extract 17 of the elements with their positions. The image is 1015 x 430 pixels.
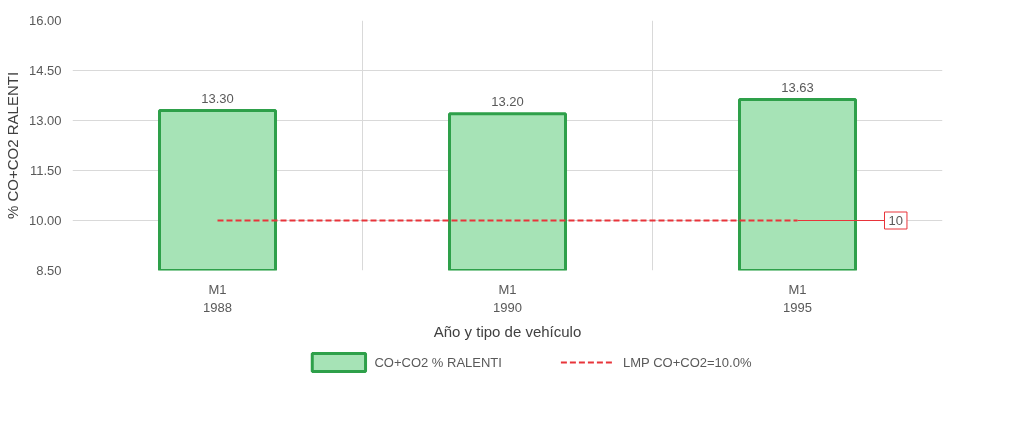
- x-axis-title: Año y tipo de vehículo: [433, 322, 582, 340]
- y-tick-label: 11.50: [29, 163, 62, 178]
- x-tick-label: M1 1995: [783, 281, 812, 315]
- y-tick-label: 14.50: [28, 63, 62, 78]
- y-tick-label: 10.00: [28, 213, 62, 228]
- y-tick-label: 8.50: [36, 263, 62, 278]
- x-tick-label: M1 1988: [203, 281, 232, 315]
- y-tick-label: 16.00: [28, 13, 62, 28]
- data-label: 13.20: [491, 93, 524, 109]
- legend-label: LMP CO+CO2=10.0%: [623, 355, 752, 370]
- y-tick-label: 13.00: [28, 113, 62, 128]
- data-label: 13.30: [201, 90, 234, 106]
- y-axis-title: % CO+CO2 RALENTI: [3, 71, 21, 220]
- data-label: 10: [888, 213, 903, 228]
- legend-label: CO+CO2 % RALENTI: [374, 355, 502, 370]
- data-label: 13.63: [781, 79, 814, 95]
- x-tick-label: M1 1990: [493, 281, 522, 315]
